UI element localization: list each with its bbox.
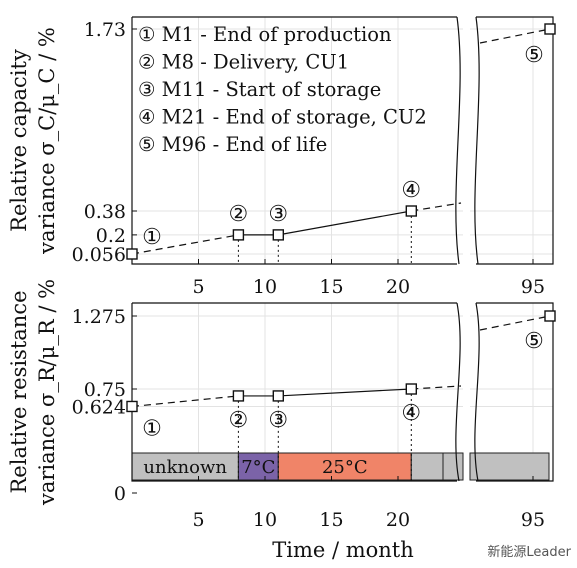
series-line-dashed [131, 234, 239, 255]
data-point [126, 400, 138, 413]
series-line-dashed [411, 202, 462, 212]
panel-1: 1.73 0.380.20.056 5 10 15 20 95 Relative capaci… [7, 16, 556, 298]
series-line-solid [278, 388, 412, 397]
point-label-5: ⑤ [524, 329, 544, 354]
point-label-2: ② [229, 202, 249, 227]
series-line-dashed [131, 395, 239, 408]
x-tick-label: 20 [386, 276, 410, 298]
axis-frame [476, 16, 554, 265]
panel-2: unknown 7°C 25°C 1.275 0.750.624 0 5 10 15 20 95 Re… [7, 279, 556, 562]
axis-break [455, 16, 461, 265]
y-tick-label: 0.75 [84, 379, 126, 401]
watermark-text: 新能源Leader [487, 545, 571, 560]
y-tick-label: 0.38 [84, 201, 126, 223]
y-tick-label: 0.624 [72, 396, 126, 418]
point-label-4: ④ [401, 178, 421, 203]
y-axis-label-line1: Relative capacity [7, 49, 31, 232]
data-point [405, 383, 417, 395]
axis-break [474, 16, 480, 265]
y-tick-label: 0 [114, 483, 126, 505]
point-label-5: ⑤ [524, 43, 544, 68]
x-tick-label: 5 [192, 509, 204, 531]
data-point [232, 229, 245, 241]
data-point [405, 205, 417, 217]
band-rect [131, 452, 239, 481]
x-tick-label: 15 [319, 509, 343, 531]
point-label-3: ③ [268, 408, 288, 433]
band-rect [442, 452, 464, 481]
legend-item-3: ③ M11 - Start of storage [138, 78, 381, 101]
band-label-2: 7°C [241, 457, 275, 478]
legend-item-1: ① M1 - End of production [138, 23, 392, 46]
series-line-dashed [479, 28, 551, 44]
data-point [272, 390, 284, 402]
axis-frame [131, 17, 457, 265]
band-rect [469, 452, 550, 481]
series-line-dashed [479, 315, 551, 331]
series-line-dashed [411, 385, 462, 390]
axis-frame [476, 302, 554, 482]
data-point [544, 23, 556, 35]
x-tick-label: 5 [192, 276, 204, 298]
y-tick-label: 1.275 [72, 306, 126, 328]
band-rect [410, 452, 444, 481]
axis-break [455, 302, 461, 482]
y-axis-label-line1: Relative resistance [7, 290, 31, 493]
data-point [232, 390, 245, 402]
y-tick-label: 1.73 [84, 19, 126, 41]
legend-item-4: ④ M21 - End of storage, CU2 [138, 106, 427, 129]
legend-item-2: ② M8 - Delivery, CU1 [138, 51, 349, 74]
y-axis-label-line2: variance σ_R/μ_R / % [35, 279, 59, 506]
point-label-1: ① [142, 416, 162, 441]
legend-item-5: ⑤ M96 - End of life [138, 133, 327, 156]
x-axis-label: Time / month [272, 538, 414, 562]
y-axis-label-line2: variance σ_C/μ_C / % [35, 27, 59, 255]
y-tick-label: 0.056 [72, 244, 126, 266]
data-point [126, 248, 138, 260]
series-line-solid [278, 210, 412, 236]
point-label-4: ④ [401, 401, 421, 426]
data-point [272, 229, 284, 241]
band-label-3: 25°C [322, 457, 368, 478]
point-label-3: ③ [268, 202, 288, 227]
point-label-2: ② [229, 408, 249, 433]
band-label-1: unknown [143, 457, 227, 478]
point-label-1: ① [142, 225, 162, 250]
x-tick-label: 10 [253, 509, 277, 531]
x-tick-label: 15 [319, 276, 343, 298]
y-tick-label: 0.2 [96, 225, 126, 247]
axis-frame [131, 303, 457, 482]
band-rect [237, 452, 279, 481]
x-tick-label: 95 [521, 276, 545, 298]
axis-break [474, 302, 480, 482]
data-point [544, 310, 556, 322]
x-tick-label: 20 [386, 509, 410, 531]
x-tick-label: 10 [253, 276, 277, 298]
x-tick-label: 95 [521, 509, 545, 531]
